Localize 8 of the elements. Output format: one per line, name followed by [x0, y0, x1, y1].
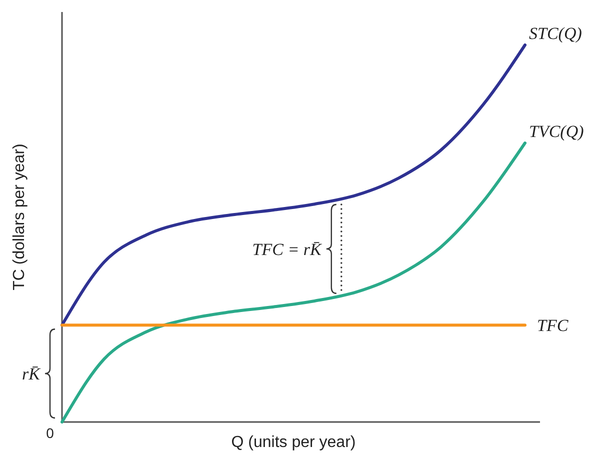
text: rK̄: [22, 364, 42, 384]
x-axis-title: Q (units per year): [231, 434, 356, 451]
series-label: TVC(Q): [529, 122, 584, 142]
y-axis-title: TC (dollars per year): [11, 144, 28, 290]
text: 0: [46, 425, 54, 441]
series-label: TFC: [537, 316, 569, 336]
annotation: TFC = rK̄: [252, 240, 324, 259]
series-label: STC(Q): [529, 24, 582, 43]
